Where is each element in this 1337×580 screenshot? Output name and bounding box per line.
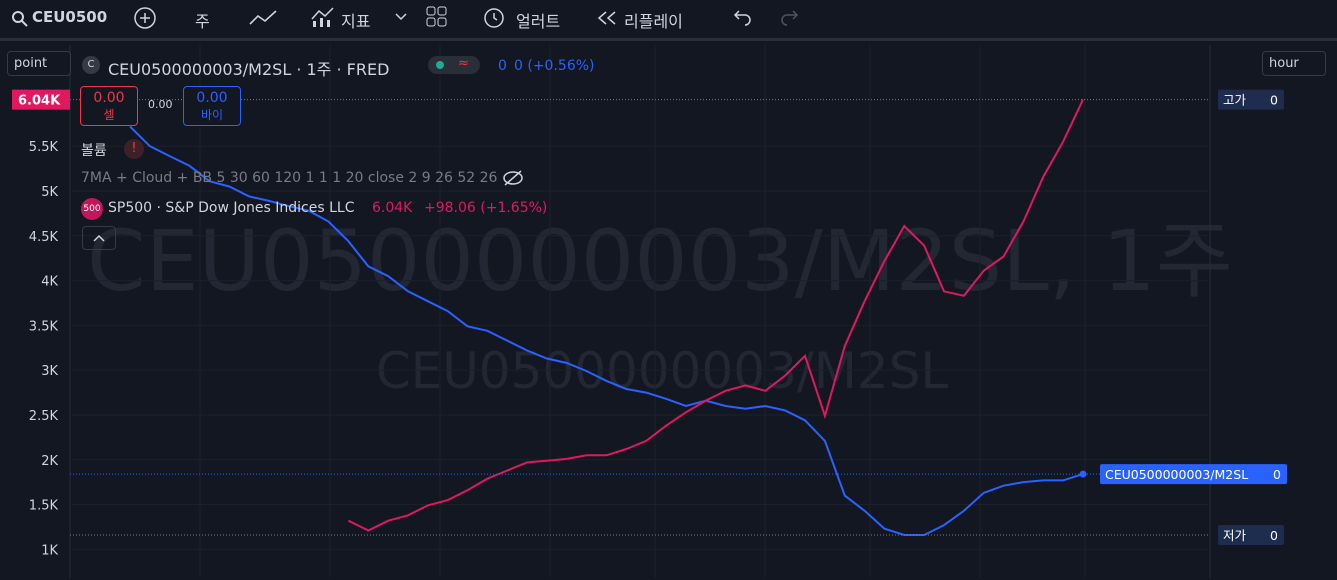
y-tick-label: 5.5K <box>29 140 59 155</box>
sell-price: 0.00 <box>93 90 125 106</box>
price-tag-label: CEU0500000003/M2SL <box>1105 467 1248 482</box>
y-tick-label: 1.5K <box>29 499 59 514</box>
warning-icon[interactable]: ! <box>124 139 144 159</box>
buy-price: 0.00 <box>196 90 228 106</box>
interval[interactable]: 주 <box>195 12 210 31</box>
chart-type[interactable] <box>248 8 278 28</box>
last-value-label: 6.04K <box>18 94 61 109</box>
sell-button[interactable]: 0.00 셀 <box>80 86 138 126</box>
compare-badge: 500 <box>81 198 103 220</box>
search-icon[interactable] <box>12 11 28 27</box>
left-scale-button[interactable]: point <box>7 51 71 76</box>
hide-icon[interactable] <box>502 168 524 188</box>
y-tick-label: 3K <box>41 364 58 379</box>
y-tick-label: 5K <box>41 185 58 200</box>
price-tag <box>1218 89 1284 110</box>
redo[interactable] <box>779 8 799 26</box>
sell-label: 셀 <box>103 108 115 122</box>
series-line <box>347 99 1084 532</box>
indicators-icon[interactable] <box>310 5 336 29</box>
market-status: ≈ <box>428 56 480 74</box>
alert-icon[interactable] <box>482 5 508 31</box>
watermark: CEU0500000003/M2SL, 1주 <box>87 212 1233 310</box>
right-scale-button[interactable]: hour <box>1262 51 1326 76</box>
compare-name[interactable]: SP500 · S&P Dow Jones Indices LLC <box>108 200 355 216</box>
buy-button[interactable]: 0.00 바이 <box>183 86 241 126</box>
price-tag-value: 0 <box>1273 467 1281 482</box>
volume[interactable]: 볼륨 <box>81 143 107 159</box>
toolbar: CEU0500 주 지표 얼러트 리플레이 <box>0 0 1337 41</box>
series-line <box>129 125 1084 536</box>
indicators[interactable]: 지표 <box>341 12 371 31</box>
replay[interactable]: 리플레이 <box>624 12 683 31</box>
price-tag-label: 저가 <box>1223 528 1247 543</box>
symbol-title[interactable]: CEU0500000003/M2SL · 1주 · FRED <box>108 60 390 79</box>
y-tick-label: 2K <box>41 454 58 469</box>
last-value: 0 <box>498 58 507 74</box>
price-tag <box>1218 525 1284 546</box>
last-point <box>1079 470 1087 478</box>
symbol-search[interactable]: CEU0500 <box>32 8 108 26</box>
compare-change: +98.06 (+1.65%) <box>424 200 548 216</box>
price-tag-value: 0 <box>1270 528 1278 543</box>
y-tick-label: 2.5K <box>29 409 59 424</box>
y-tick-label: 4.5K <box>29 230 59 245</box>
undo[interactable] <box>733 8 753 26</box>
replay-icon[interactable] <box>596 10 618 26</box>
indicator-list[interactable]: 7MA + Cloud + BB 5 30 60 120 1 1 1 20 cl… <box>81 170 498 186</box>
price-tag-value: 0 <box>1270 93 1278 108</box>
collapse-legend[interactable] <box>82 226 116 250</box>
price-tag-label: 고가 <box>1223 93 1247 108</box>
price-tag <box>1100 464 1287 485</box>
y-tick-label: 1K <box>41 543 58 558</box>
last-value-tag <box>12 89 70 110</box>
y-tick-label: 3.5K <box>29 319 59 334</box>
dropdown[interactable] <box>395 12 407 22</box>
layouts[interactable] <box>426 6 448 28</box>
add-symbol[interactable] <box>133 6 157 30</box>
chart: CEU0500000003/M2SL, 1주 CEU0500000003/M2S… <box>12 45 1287 578</box>
alerts[interactable]: 얼러트 <box>516 12 561 31</box>
compare-value: 6.04K <box>372 200 413 216</box>
symbol-logo: C <box>82 56 100 74</box>
buy-label: 바이 <box>200 108 224 122</box>
change: 0 (+0.56%) <box>514 58 595 74</box>
watermark-sub: CEU0500000003/M2SL <box>376 342 949 400</box>
y-tick-label: 4K <box>41 275 58 290</box>
spread: 0.00 <box>148 98 173 111</box>
